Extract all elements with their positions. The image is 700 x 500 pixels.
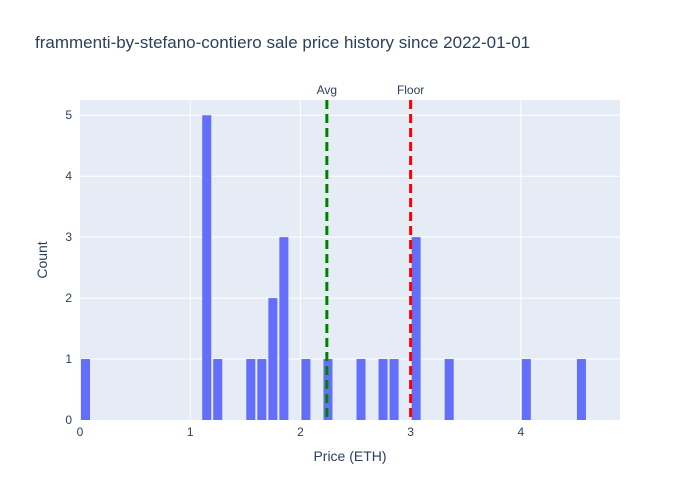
y-tick-label: 1 xyxy=(65,352,72,366)
y-tick-label: 3 xyxy=(65,230,72,244)
histogram-bar xyxy=(279,237,289,420)
histogram-bar xyxy=(323,359,333,420)
histogram-bar xyxy=(257,359,267,420)
chart-title: frammenti-by-stefano-contiero sale price… xyxy=(35,33,531,52)
histogram-bar xyxy=(444,359,454,420)
reference-label-avg: Avg xyxy=(317,83,337,97)
gridlines xyxy=(80,100,620,420)
x-tick-label: 3 xyxy=(407,425,414,439)
histogram-bar xyxy=(246,359,256,420)
histogram-bar xyxy=(356,359,366,420)
y-axis-title: Count xyxy=(34,241,50,278)
y-axis-ticks: 0 1 2 3 4 5 xyxy=(65,108,72,427)
x-tick-label: 2 xyxy=(297,425,304,439)
histogram-bars xyxy=(81,115,586,420)
histogram-bar xyxy=(411,237,421,420)
histogram-bar xyxy=(301,359,311,420)
x-axis-title: Price (ETH) xyxy=(313,448,386,464)
histogram-bar xyxy=(213,359,223,420)
histogram-bar xyxy=(81,359,91,420)
y-tick-label: 0 xyxy=(65,413,72,427)
x-axis-ticks: 0 1 2 3 4 xyxy=(77,425,525,439)
histogram-bar xyxy=(202,115,212,420)
y-tick-label: 5 xyxy=(65,108,72,122)
histogram-bar xyxy=(389,359,399,420)
histogram-bar xyxy=(268,298,278,420)
plot-area xyxy=(80,100,620,420)
y-tick-label: 4 xyxy=(65,169,72,183)
reference-label-floor: Floor xyxy=(397,83,424,97)
histogram-bar xyxy=(378,359,388,420)
histogram-bar xyxy=(521,359,531,420)
x-tick-label: 4 xyxy=(517,425,524,439)
reference-lines: Avg Floor xyxy=(317,83,424,420)
x-tick-label: 0 xyxy=(77,425,84,439)
histogram-bar xyxy=(576,359,586,420)
x-tick-label: 1 xyxy=(187,425,194,439)
y-tick-label: 2 xyxy=(65,291,72,305)
